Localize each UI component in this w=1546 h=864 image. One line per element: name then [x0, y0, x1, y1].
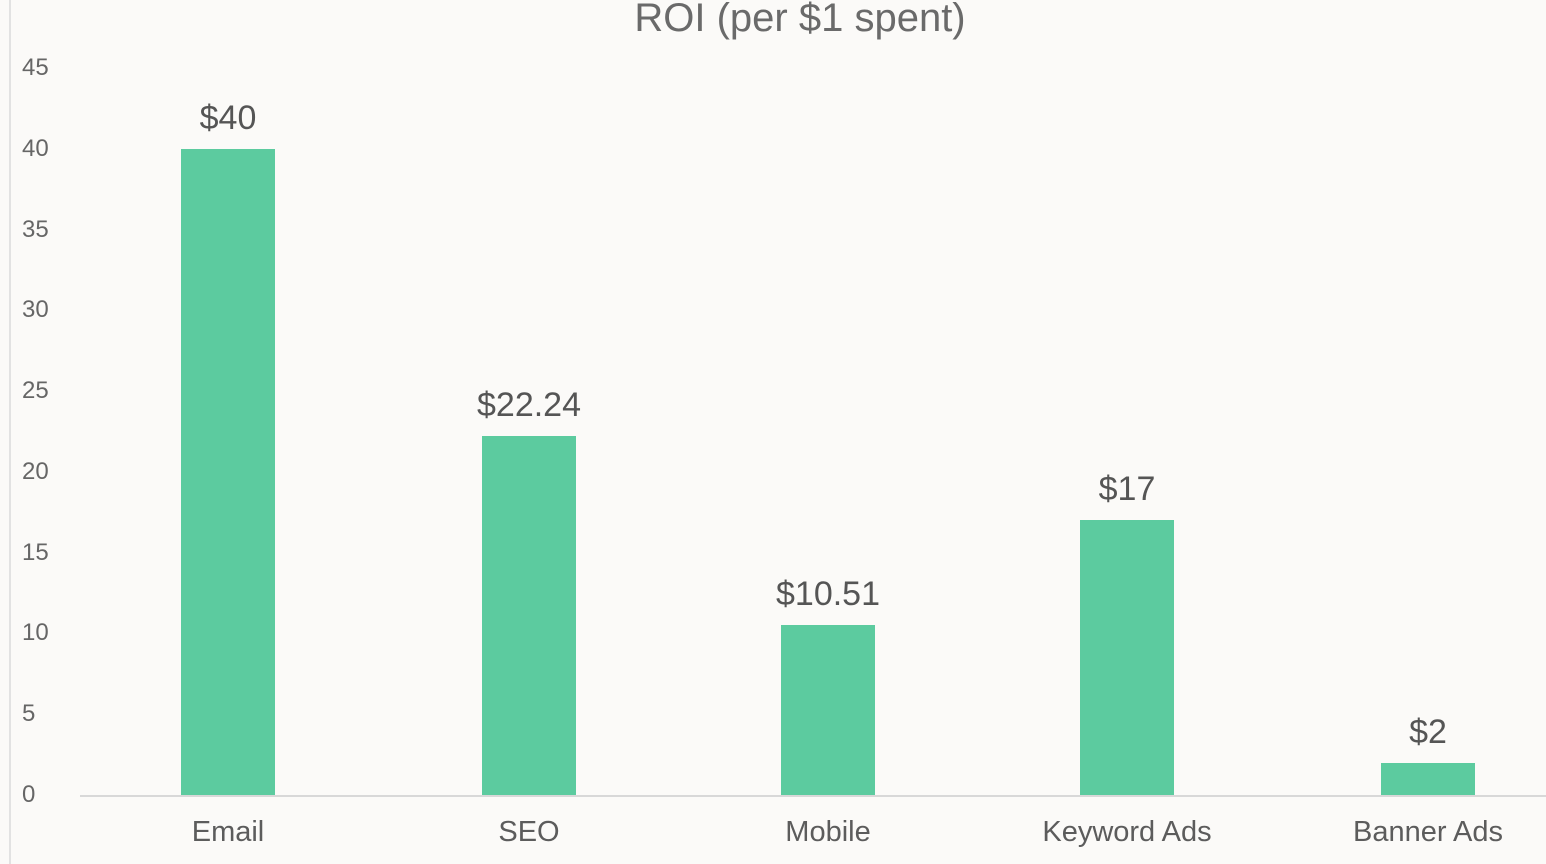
y-tick-label: 5	[22, 700, 62, 728]
y-tick-label: 0	[22, 781, 62, 809]
y-tick-label: 15	[22, 539, 62, 567]
y-tick-label: 10	[22, 619, 62, 647]
data-label: $40	[128, 99, 328, 138]
chart-title: ROI (per $1 spent)	[0, 0, 1546, 41]
x-category-label: Keyword Ads	[997, 816, 1257, 849]
x-category-label: SEO	[399, 816, 659, 849]
bar-seo	[482, 436, 576, 795]
x-axis-baseline	[80, 795, 1546, 797]
bar-mobile	[781, 625, 875, 795]
data-label: $10.51	[728, 575, 928, 614]
bar-keyword-ads	[1080, 520, 1174, 795]
y-tick-label: 30	[22, 296, 62, 324]
data-label: $2	[1328, 713, 1528, 752]
y-tick-label: 40	[22, 135, 62, 163]
y-tick-label: 25	[22, 377, 62, 405]
y-tick-label: 20	[22, 458, 62, 486]
y-tick-label: 45	[22, 54, 62, 82]
y-tick-label: 35	[22, 216, 62, 244]
data-label: $17	[1027, 470, 1227, 509]
bar-email	[181, 149, 275, 795]
left-border	[9, 0, 11, 864]
x-category-label: Email	[98, 816, 358, 849]
bar-banner-ads	[1381, 763, 1475, 795]
x-category-label: Banner Ads	[1298, 816, 1546, 849]
x-category-label: Mobile	[698, 816, 958, 849]
data-label: $22.24	[429, 386, 629, 425]
